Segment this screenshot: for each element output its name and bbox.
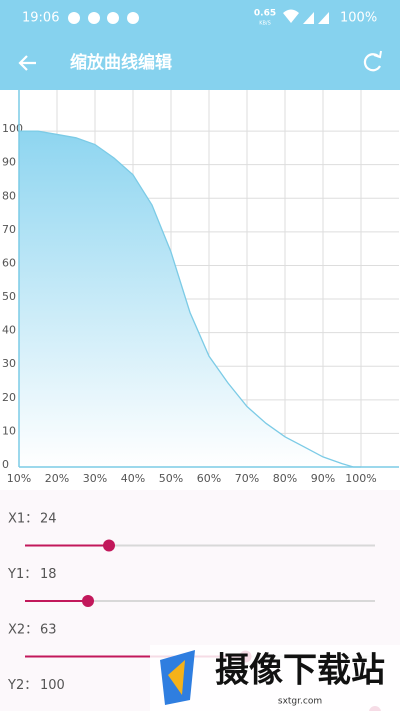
slider-thumb[interactable] bbox=[82, 595, 94, 607]
signal-icon bbox=[303, 12, 314, 24]
slider-value: 100 bbox=[40, 678, 65, 693]
back-button[interactable] bbox=[18, 55, 36, 71]
x-tick-label: 90% bbox=[311, 472, 335, 485]
x-tick-label: 100% bbox=[345, 472, 376, 485]
app-header bbox=[0, 0, 400, 90]
watermark-url: sxtgr.com bbox=[278, 697, 322, 707]
y-tick-label: 10 bbox=[2, 424, 16, 437]
curve-line bbox=[19, 130, 361, 468]
y-tick-label: 40 bbox=[2, 324, 16, 337]
area-fill bbox=[19, 131, 361, 467]
slider-value: 24 bbox=[40, 512, 57, 527]
refresh-arrow bbox=[373, 50, 382, 59]
y-tick-label: 80 bbox=[2, 189, 16, 202]
x-tick-label: 30% bbox=[83, 472, 107, 485]
status-icon bbox=[107, 12, 119, 24]
x-tick-label: 10% bbox=[7, 472, 31, 485]
slider-label: X1： bbox=[8, 512, 38, 527]
net-speed: 0.65 bbox=[254, 9, 276, 19]
y-tick-label: 100 bbox=[2, 122, 23, 135]
y-tick-label: 20 bbox=[2, 391, 16, 404]
y-tick-label: 50 bbox=[2, 290, 16, 303]
time: 19:06 bbox=[22, 11, 59, 26]
y-tick-label: 0 bbox=[2, 458, 9, 471]
battery: 100% bbox=[340, 11, 377, 26]
x-tick-label: 60% bbox=[197, 472, 221, 485]
y-tick-label: 70 bbox=[2, 223, 16, 236]
slider-thumb[interactable] bbox=[103, 539, 115, 552]
watermark-logo-accent bbox=[168, 660, 185, 695]
slider-value: 18 bbox=[40, 567, 57, 582]
status-icon bbox=[127, 12, 139, 24]
watermark: 摄像下载站 sxtgr.com bbox=[150, 645, 400, 711]
slider-label: Y1： bbox=[7, 567, 37, 582]
status-icon bbox=[68, 12, 80, 24]
net-speed-unit: KB/S bbox=[259, 21, 271, 27]
watermark-title: 摄像下载站 bbox=[215, 651, 385, 691]
app-title: 缩放曲线编辑 bbox=[70, 52, 172, 73]
y-tick-label: 60 bbox=[2, 256, 16, 269]
chart: 0 10 20 30 40 50 60 70 80 90 100 10% 20% 30% 40% 50% 60%… bbox=[2, 90, 399, 485]
y-tick-label: 30 bbox=[2, 357, 16, 370]
x-tick-label: 80% bbox=[273, 472, 297, 485]
x-tick-label: 40% bbox=[121, 472, 145, 485]
signal-icon bbox=[318, 12, 329, 24]
slider-label: X2： bbox=[8, 623, 38, 638]
status-icon bbox=[88, 12, 100, 24]
y-tick-label: 90 bbox=[2, 156, 16, 169]
x-tick-label: 70% bbox=[235, 472, 259, 485]
wifi-icon bbox=[283, 9, 299, 23]
slider-value: 63 bbox=[40, 623, 57, 638]
x-tick-label: 20% bbox=[45, 472, 69, 485]
x-tick-label: 50% bbox=[159, 472, 183, 485]
slider-label: Y2： bbox=[7, 678, 37, 693]
